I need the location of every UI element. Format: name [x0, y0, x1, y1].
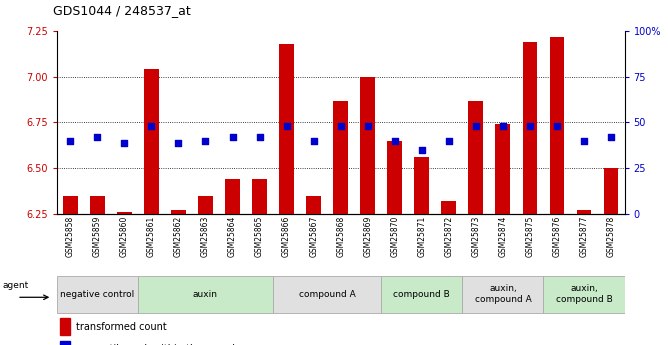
Text: compound B: compound B: [393, 289, 450, 299]
Point: [65, 138, 75, 144]
Bar: [387, 141, 402, 214]
Point: [255, 134, 265, 140]
Point: [200, 138, 211, 144]
Text: GDS1044 / 248537_at: GDS1044 / 248537_at: [53, 4, 191, 17]
Bar: [63, 196, 77, 214]
Bar: [90, 196, 105, 214]
Point: [173, 140, 184, 145]
Bar: [138, 276, 273, 313]
Point: [524, 124, 535, 129]
Bar: [57, 276, 138, 313]
Bar: [144, 69, 159, 214]
Bar: [522, 42, 537, 214]
Bar: [306, 196, 321, 214]
Point: [552, 124, 562, 129]
Text: auxin: auxin: [193, 289, 218, 299]
Point: [578, 138, 589, 144]
Bar: [117, 212, 132, 214]
Bar: [550, 37, 564, 214]
Bar: [576, 210, 591, 214]
Bar: [171, 210, 186, 214]
Point: [470, 124, 481, 129]
Bar: [59, 341, 70, 345]
Bar: [252, 179, 267, 214]
Text: auxin,
compound B: auxin, compound B: [556, 284, 613, 304]
Point: [335, 124, 346, 129]
Point: [119, 140, 130, 145]
Bar: [273, 276, 381, 313]
Text: transformed count: transformed count: [75, 322, 166, 332]
Point: [606, 134, 617, 140]
Bar: [198, 196, 213, 214]
Point: [444, 138, 454, 144]
Bar: [544, 276, 625, 313]
Bar: [360, 77, 375, 214]
Point: [281, 124, 292, 129]
Text: agent: agent: [3, 281, 29, 290]
Bar: [462, 276, 544, 313]
Bar: [279, 44, 294, 214]
Point: [92, 134, 103, 140]
Point: [389, 138, 400, 144]
Bar: [59, 318, 70, 335]
Point: [309, 138, 319, 144]
Point: [362, 124, 373, 129]
Bar: [468, 100, 484, 214]
Point: [416, 147, 427, 153]
Text: percentile rank within the sample: percentile rank within the sample: [75, 344, 240, 345]
Bar: [333, 100, 348, 214]
Bar: [496, 124, 510, 214]
Text: negative control: negative control: [60, 289, 134, 299]
Bar: [381, 276, 462, 313]
Point: [498, 124, 508, 129]
Bar: [414, 157, 430, 214]
Text: compound A: compound A: [299, 289, 355, 299]
Text: auxin,
compound A: auxin, compound A: [474, 284, 531, 304]
Bar: [604, 168, 619, 214]
Point: [227, 134, 238, 140]
Point: [146, 124, 157, 129]
Bar: [225, 179, 240, 214]
Bar: [442, 201, 456, 214]
